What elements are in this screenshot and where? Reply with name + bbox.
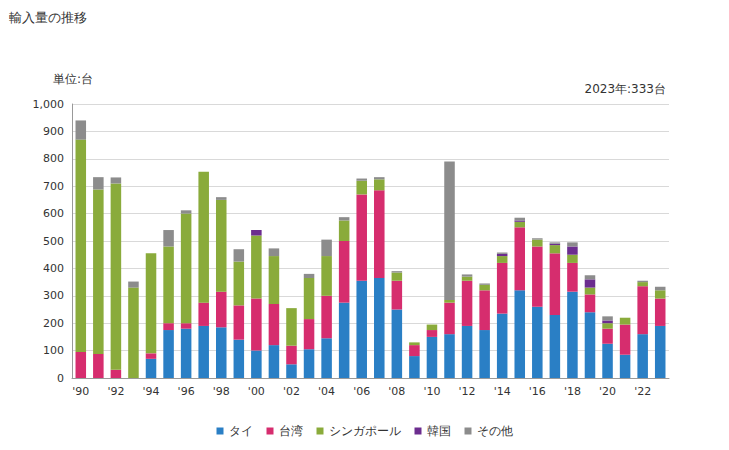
svg-text:2023年:333台: 2023年:333台: [585, 82, 667, 96]
svg-text:'18: '18: [564, 385, 581, 398]
svg-text:500: 500: [43, 235, 64, 248]
svg-text:200: 200: [43, 317, 64, 330]
svg-text:'08: '08: [388, 385, 405, 398]
svg-text:700: 700: [43, 180, 64, 193]
svg-text:0: 0: [57, 372, 64, 385]
svg-text:'22: '22: [634, 385, 651, 398]
svg-text:シンガポール: シンガポール: [329, 424, 401, 438]
svg-text:'02: '02: [283, 385, 300, 398]
svg-text:'96: '96: [178, 385, 195, 398]
svg-text:300: 300: [43, 289, 64, 302]
svg-text:'00: '00: [248, 385, 265, 398]
svg-text:600: 600: [43, 207, 64, 220]
svg-text:'94: '94: [142, 385, 159, 398]
svg-text:'10: '10: [423, 385, 440, 398]
svg-text:'90: '90: [72, 385, 89, 398]
svg-text:タイ: タイ: [229, 424, 253, 438]
svg-text:'92: '92: [107, 385, 124, 398]
svg-text:900: 900: [43, 125, 64, 138]
svg-text:韓国: 韓国: [427, 424, 451, 438]
svg-text:400: 400: [43, 262, 64, 275]
svg-text:輸入量の推移: 輸入量の推移: [9, 10, 87, 25]
svg-text:'98: '98: [213, 385, 230, 398]
svg-text:'04: '04: [318, 385, 335, 398]
svg-text:'12: '12: [459, 385, 476, 398]
svg-text:100: 100: [43, 344, 64, 357]
svg-text:その他: その他: [477, 424, 513, 438]
svg-text:'06: '06: [353, 385, 370, 398]
svg-text:'20: '20: [599, 385, 616, 398]
svg-text:単位:台: 単位:台: [53, 72, 93, 86]
svg-text:'16: '16: [529, 385, 546, 398]
svg-text:800: 800: [43, 152, 64, 165]
svg-text:'14: '14: [494, 385, 511, 398]
svg-text:台湾: 台湾: [279, 424, 303, 438]
svg-text:1,000: 1,000: [33, 98, 65, 111]
